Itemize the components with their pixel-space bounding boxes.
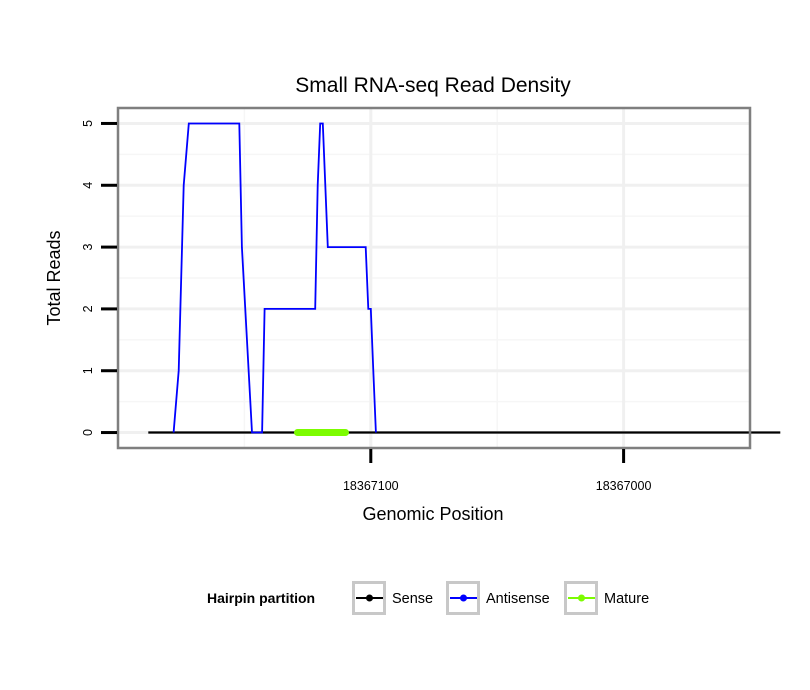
legend-title: Hairpin partition [207,590,315,606]
y-tick-label: 1 [81,367,95,374]
plot-border [116,106,752,450]
legend-label-mature: Mature [604,591,649,607]
series-lines [148,122,781,436]
x-tick-label: 18367100 [343,479,399,493]
y-tick-label: 2 [81,305,95,312]
legend: Hairpin partition Sense Antisense Mature [207,581,649,615]
x-axis-label: Genomic Position [362,504,503,524]
y-tick-label: 5 [81,120,95,127]
legend-key-dot [460,594,467,602]
legend-label-sense: Sense [392,591,433,607]
y-tick-label: 3 [81,244,95,251]
legend-label-antisense: Antisense [486,591,550,607]
y-axis-label: Total Reads [44,230,64,325]
legend-key-dot [366,594,373,602]
y-tick-label: 0 [81,429,95,436]
x-tick-label: 18367000 [596,479,652,493]
legend-key-dot [578,594,585,602]
series-line-antisense [172,122,377,434]
y-tick-label: 4 [81,182,95,189]
axes: 18367100 18367000 0 1 2 3 4 5 [81,120,651,493]
chart-title: Small RNA-seq Read Density [295,74,571,97]
